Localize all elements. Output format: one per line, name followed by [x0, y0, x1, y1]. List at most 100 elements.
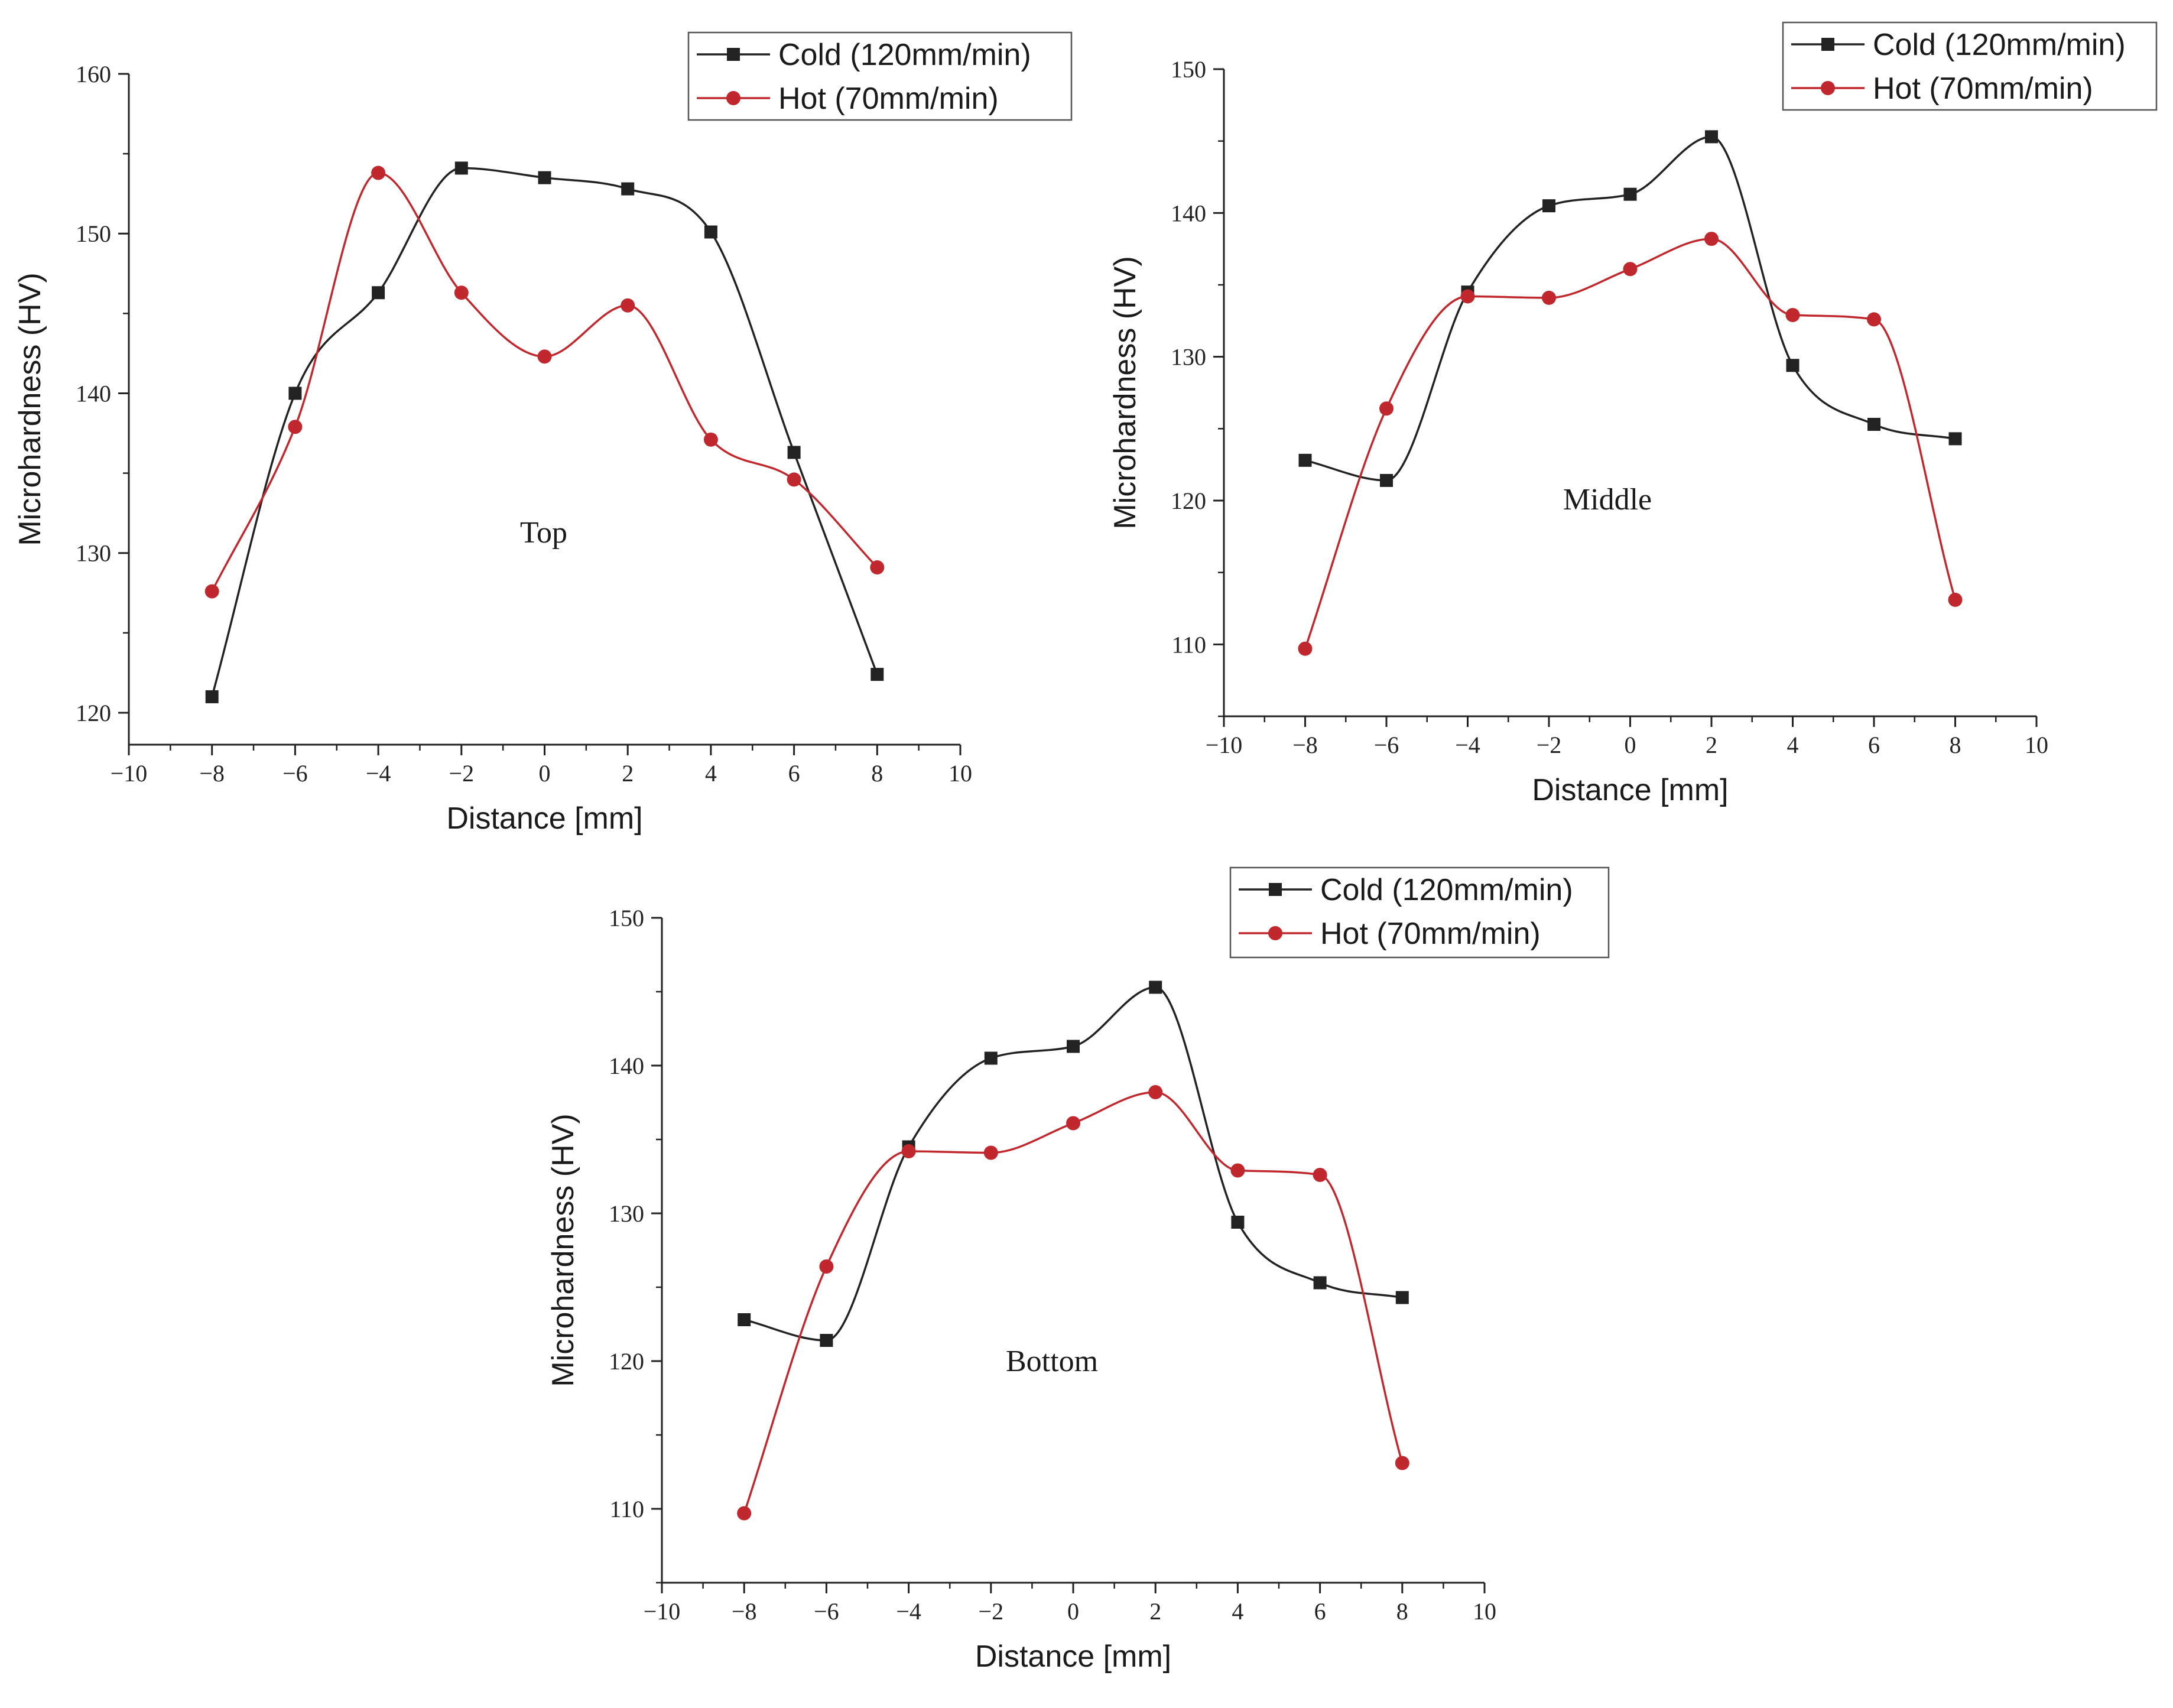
data-point-cold [1867, 418, 1880, 431]
legend-label-cold: Cold (120mm/min) [1873, 28, 2126, 62]
data-point-hot [870, 560, 885, 575]
x-tick-label: 0 [1067, 1598, 1079, 1625]
legend-marker-hot [1821, 81, 1835, 95]
legend-box [1782, 21, 2158, 111]
x-tick-label: −8 [199, 760, 225, 787]
x-axis-title: Distance [mm] [446, 801, 642, 836]
x-tick-label: 8 [1950, 732, 1961, 758]
y-tick-label: 140 [609, 1053, 644, 1079]
x-tick-label: 10 [1473, 1598, 1496, 1625]
series-line-hot [210, 171, 879, 593]
data-point-hot [537, 349, 552, 364]
legend: Cold (120mm/min) Hot (70mm/min) [1782, 21, 2158, 111]
data-point-cold [1067, 1040, 1080, 1053]
data-point-hot [1298, 641, 1313, 656]
data-point-hot [737, 1506, 752, 1521]
data-point-hot [1704, 232, 1719, 246]
y-axis-title: Microhardness (HV) [546, 1113, 580, 1386]
legend-box [687, 31, 1073, 121]
panel-annotation: Top [520, 516, 567, 550]
y-tick-label: 150 [1171, 56, 1206, 83]
x-tick-label: 6 [788, 760, 800, 787]
data-point-hot [1785, 308, 1800, 323]
data-point-cold [1380, 473, 1393, 487]
x-axis-title: Distance [mm] [975, 1639, 1171, 1674]
legend: Cold (120mm/min) Hot (70mm/min) [687, 31, 1073, 121]
data-point-hot [819, 1259, 834, 1274]
legend-label-hot: Hot (70mm/min) [1320, 917, 1541, 951]
data-point-hot [1623, 262, 1638, 277]
y-tick-label: 110 [1171, 631, 1206, 658]
data-point-hot [1460, 289, 1475, 304]
x-tick-label: 0 [1625, 732, 1636, 758]
data-point-cold [1623, 187, 1637, 201]
legend-box [1229, 866, 1610, 959]
x-tick-label: −4 [1455, 732, 1480, 758]
y-tick-label: 150 [609, 905, 644, 931]
data-point-cold [1705, 130, 1718, 144]
x-tick-label: 4 [1232, 1598, 1243, 1625]
x-tick-label: −4 [896, 1598, 921, 1625]
x-axis-title: Distance [mm] [1532, 773, 1728, 807]
data-point-cold [205, 690, 219, 703]
data-point-cold [621, 182, 635, 196]
data-point-cold [704, 225, 717, 239]
data-point-hot [787, 472, 801, 487]
data-point-hot [1948, 592, 1963, 607]
legend: Cold (120mm/min) Hot (70mm/min) [1229, 866, 1610, 959]
x-tick-label: −6 [282, 760, 308, 787]
series-line-hot [743, 1091, 1404, 1515]
y-tick-label: 120 [1171, 488, 1206, 514]
data-point-hot [983, 1145, 998, 1160]
x-tick-label: 6 [1314, 1598, 1326, 1625]
data-point-hot [1313, 1168, 1327, 1182]
data-point-hot [1230, 1163, 1245, 1178]
data-point-cold [1948, 432, 1962, 446]
data-point-cold [787, 446, 801, 459]
legend-marker-hot [726, 91, 740, 105]
data-point-cold [538, 171, 551, 184]
data-point-cold [1395, 1291, 1409, 1304]
data-point-hot [288, 420, 303, 434]
x-tick-label: −6 [814, 1598, 839, 1625]
y-tick-label: 130 [609, 1200, 644, 1227]
y-tick-label: 140 [76, 380, 111, 407]
data-point-cold [984, 1051, 998, 1065]
x-tick-label: 4 [1787, 732, 1799, 758]
chart-bottom: −10 −8 −6 −4 −2 0 2 4 6 8 10 110 120 130 140 150 Distanc… [546, 866, 1610, 1674]
x-tick-label: −2 [449, 760, 475, 787]
panel-annotation: Middle [1563, 483, 1652, 517]
data-point-cold [288, 387, 302, 400]
y-axis-title: Microhardness (HV) [1108, 256, 1142, 529]
data-point-hot [1867, 312, 1881, 327]
x-tick-label: 2 [1706, 732, 1717, 758]
legend-marker-cold [1821, 38, 1834, 51]
x-tick-label: −10 [644, 1598, 681, 1625]
data-point-hot [621, 298, 635, 313]
x-tick-label: 6 [1868, 732, 1880, 758]
x-tick-label: −2 [979, 1598, 1004, 1625]
data-point-hot [371, 165, 386, 180]
panel-annotation: Bottom [1006, 1345, 1098, 1378]
legend-label-cold: Cold (120mm/min) [1320, 873, 1573, 907]
y-tick-label: 130 [1171, 344, 1206, 371]
legend-label-hot: Hot (70mm/min) [778, 82, 999, 116]
data-point-cold [738, 1313, 751, 1326]
x-tick-label: −6 [1374, 732, 1399, 758]
y-axis-title: Microhardness (HV) [13, 272, 47, 545]
x-tick-label: −4 [366, 760, 391, 787]
x-tick-label: 8 [871, 760, 883, 787]
y-tick-label: 120 [609, 1348, 644, 1375]
data-point-hot [1066, 1116, 1080, 1131]
data-point-hot [454, 285, 469, 300]
x-tick-label: 10 [949, 760, 972, 787]
y-tick-label: 160 [76, 61, 111, 87]
x-tick-label: 8 [1396, 1598, 1408, 1625]
series-line-cold [210, 167, 879, 698]
legend-marker-cold [727, 48, 740, 61]
chart-top: −10 −8 −6 −4 −2 0 2 4 6 8 10 120 130 140 150 160 Distanc… [13, 31, 1073, 836]
x-tick-label: 10 [2025, 732, 2048, 758]
legend-label-cold: Cold (120mm/min) [778, 38, 1031, 72]
data-point-hot [1148, 1085, 1163, 1099]
